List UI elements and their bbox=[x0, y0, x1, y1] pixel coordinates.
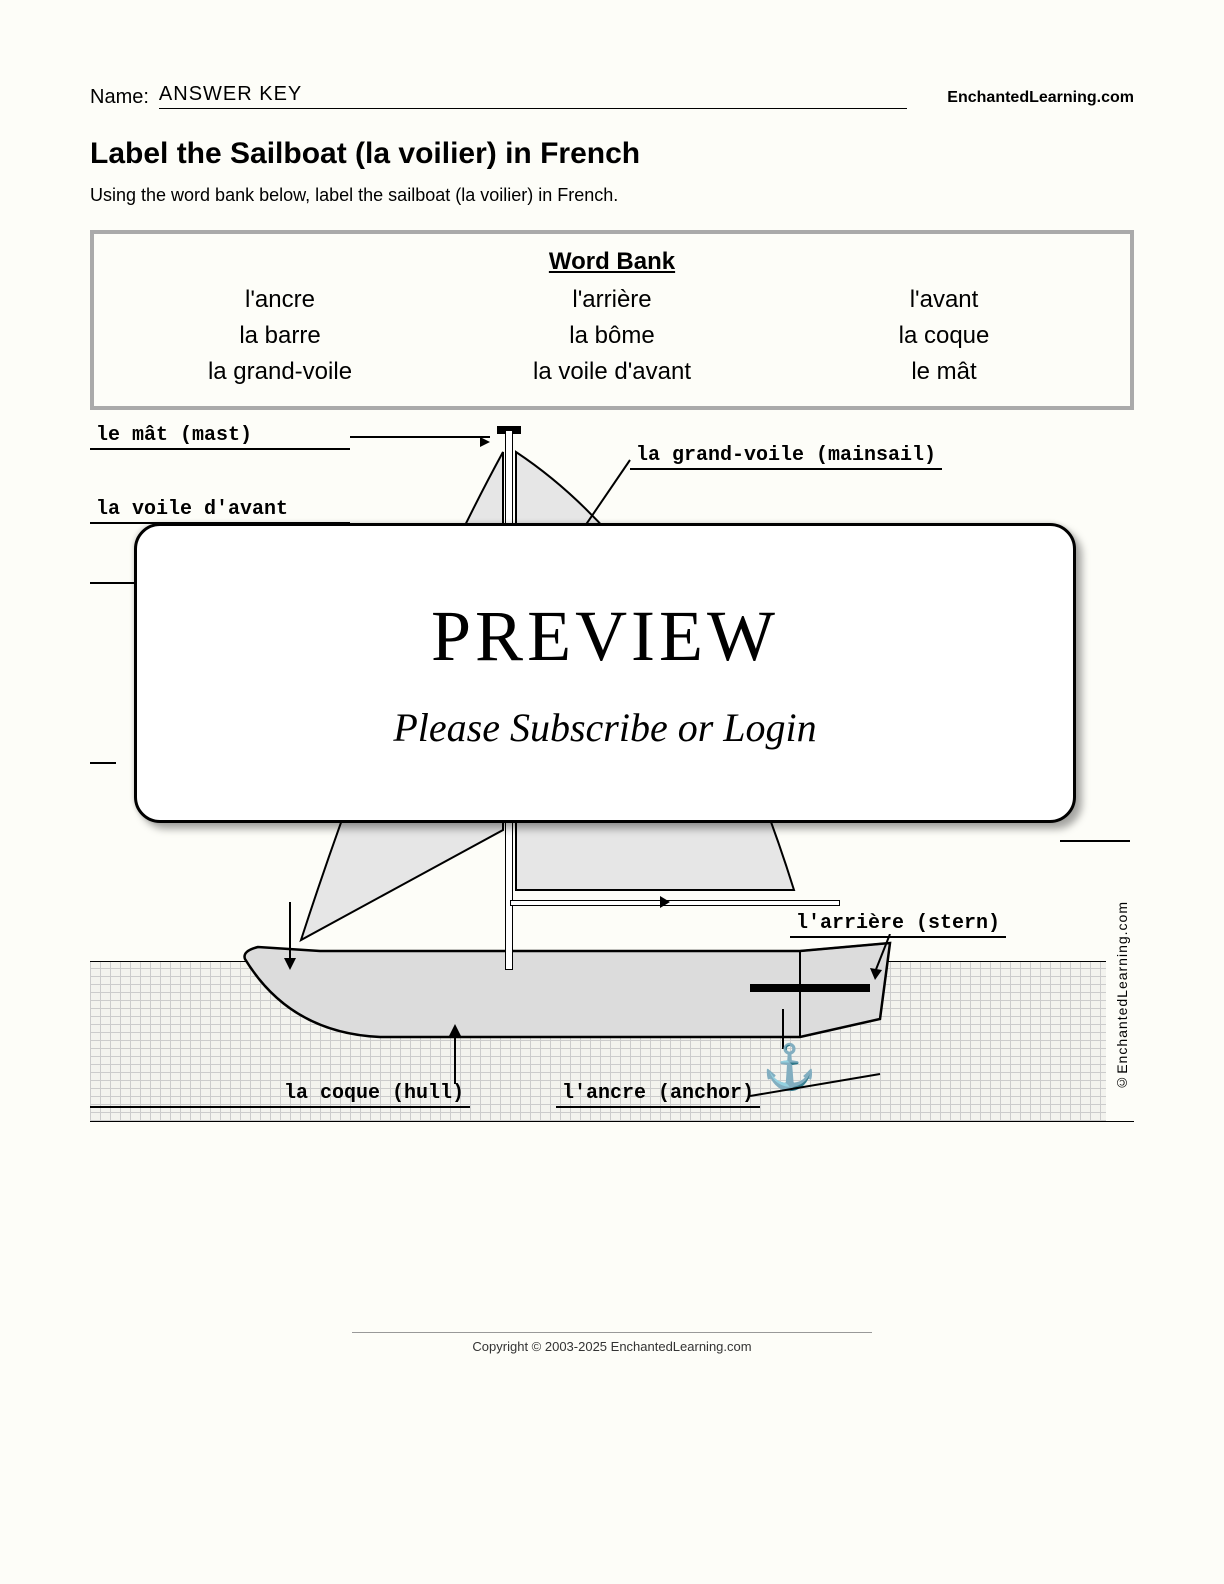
preview-title: PREVIEW bbox=[431, 595, 779, 678]
word-bank-item: la barre bbox=[114, 322, 446, 350]
word-bank-item: l'avant bbox=[778, 286, 1110, 314]
word-bank-item: le mât bbox=[778, 358, 1110, 386]
word-bank-item: la coque bbox=[778, 322, 1110, 350]
label-stern: l'arrière (stern) bbox=[790, 912, 1006, 938]
word-bank-item: l'ancre bbox=[114, 286, 446, 314]
answer-key-text: ANSWER KEY bbox=[159, 83, 302, 106]
word-bank-title: Word Bank bbox=[114, 248, 1110, 276]
word-bank-grid: l'ancre l'arrière l'avant la barre la bô… bbox=[114, 286, 1110, 386]
name-input-line: ANSWER KEY bbox=[159, 85, 907, 109]
footer: Copyright © 2003-2025 EnchantedLearning.… bbox=[0, 1332, 1224, 1354]
label-anchor: l'ancre (anchor) bbox=[556, 1082, 760, 1108]
footer-copyright: Copyright © 2003-2025 EnchantedLearning.… bbox=[0, 1339, 1224, 1354]
name-section: Name: ANSWER KEY bbox=[90, 85, 947, 109]
word-bank-item: la voile d'avant bbox=[446, 358, 778, 386]
anchor-icon: ⚓ bbox=[762, 1041, 817, 1093]
name-label: Name: bbox=[90, 86, 149, 109]
boom bbox=[510, 900, 840, 906]
label-mainsail: la grand-voile (mainsail) bbox=[630, 444, 942, 470]
header-row: Name: ANSWER KEY EnchantedLearning.com bbox=[90, 85, 1134, 109]
word-bank-box: Word Bank l'ancre l'arrière l'avant la b… bbox=[90, 230, 1134, 410]
word-bank-item: la grand-voile bbox=[114, 358, 446, 386]
leader-mast bbox=[350, 436, 500, 448]
instructions-text: Using the word bank below, label the sai… bbox=[90, 185, 1134, 206]
label-mast: le mât (mast) bbox=[90, 424, 350, 450]
word-bank-item: l'arrière bbox=[446, 286, 778, 314]
label-hull: la coque (hull) bbox=[90, 1082, 470, 1108]
site-brand: EnchantedLearning.com bbox=[947, 89, 1134, 109]
diagram-copyright: ©EnchantedLearning.com bbox=[1114, 901, 1130, 1091]
leader-partial-right bbox=[1060, 840, 1130, 844]
footer-divider bbox=[352, 1332, 872, 1333]
label-jib: la voile d'avant bbox=[90, 498, 350, 524]
tiller bbox=[750, 984, 870, 992]
page-title: Label the Sailboat (la voilier) in Frenc… bbox=[90, 137, 1134, 171]
leader-partial-2 bbox=[90, 762, 116, 766]
preview-subtitle: Please Subscribe or Login bbox=[393, 704, 816, 751]
preview-overlay: PREVIEW Please Subscribe or Login bbox=[134, 523, 1076, 823]
word-bank-item: la bôme bbox=[446, 322, 778, 350]
